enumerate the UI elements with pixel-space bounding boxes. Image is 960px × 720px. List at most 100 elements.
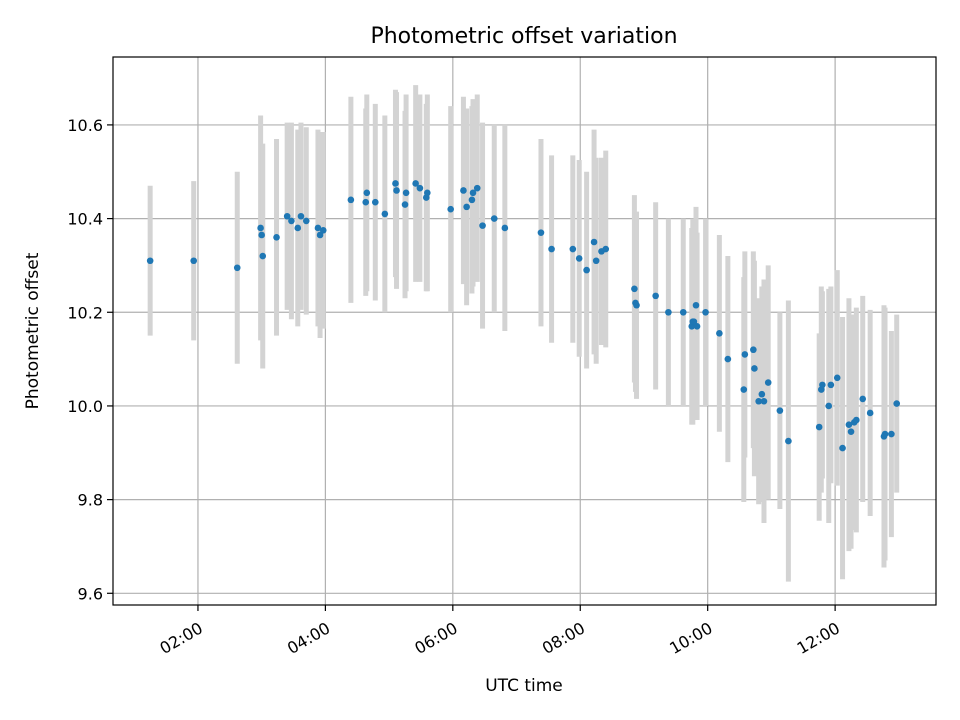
data-point bbox=[859, 395, 867, 403]
data-point bbox=[702, 308, 709, 316]
data-point bbox=[690, 318, 698, 325]
x-tick-label: 02:00 bbox=[157, 618, 206, 658]
data-point bbox=[825, 402, 833, 410]
data-point bbox=[750, 346, 757, 354]
data-point bbox=[501, 224, 509, 232]
data-point bbox=[314, 224, 322, 232]
data-point bbox=[460, 187, 467, 194]
data-point bbox=[463, 203, 470, 211]
plot-frame bbox=[112, 56, 937, 606]
data-point bbox=[590, 238, 598, 246]
data-point bbox=[881, 430, 889, 438]
data-point bbox=[631, 285, 638, 293]
x-tick-label: 12:00 bbox=[794, 618, 843, 658]
data-point bbox=[583, 266, 590, 274]
chart-title: Photometric offset variation bbox=[370, 24, 677, 49]
data-point bbox=[416, 184, 424, 192]
data-point bbox=[724, 355, 732, 363]
data-points bbox=[146, 180, 901, 452]
data-point bbox=[288, 217, 295, 225]
data-point bbox=[257, 224, 264, 232]
y-tick-label: 9.8 bbox=[78, 491, 103, 510]
data-point bbox=[297, 212, 305, 220]
data-point bbox=[371, 198, 379, 206]
data-point bbox=[233, 264, 241, 272]
data-point bbox=[575, 255, 583, 262]
y-tick-label: 9.6 bbox=[78, 584, 103, 603]
data-point bbox=[592, 257, 600, 265]
data-point bbox=[845, 421, 853, 428]
data-point bbox=[319, 226, 327, 234]
data-point bbox=[190, 257, 198, 265]
y-axis-label: Photometric offset bbox=[23, 252, 43, 409]
y-tick-label: 10.6 bbox=[67, 116, 103, 135]
data-point bbox=[847, 428, 855, 436]
error-bars bbox=[147, 85, 900, 582]
data-point bbox=[283, 212, 291, 220]
x-axis-label: UTC time bbox=[485, 676, 563, 696]
x-tick-label: 06:00 bbox=[411, 618, 460, 658]
data-point bbox=[146, 257, 154, 265]
data-point bbox=[827, 381, 835, 389]
data-point bbox=[693, 323, 701, 330]
y-tick-label: 10.4 bbox=[67, 210, 103, 229]
data-point bbox=[815, 423, 823, 431]
data-point bbox=[833, 374, 841, 382]
data-point bbox=[294, 224, 302, 232]
data-point bbox=[401, 201, 409, 208]
data-point bbox=[741, 351, 749, 358]
data-point bbox=[602, 245, 610, 253]
data-point bbox=[393, 187, 400, 194]
data-point bbox=[839, 444, 846, 452]
data-point bbox=[392, 180, 399, 187]
data-point bbox=[302, 217, 310, 225]
x-tick-label: 04:00 bbox=[284, 618, 333, 658]
x-axis: 02:00 04:00 06:00 08:00 10:00 12:00 bbox=[157, 605, 843, 658]
data-point bbox=[347, 196, 355, 204]
y-tick-label: 10.0 bbox=[67, 397, 103, 416]
data-point bbox=[893, 400, 901, 407]
data-point bbox=[652, 292, 659, 300]
data-point bbox=[490, 215, 498, 222]
data-point bbox=[316, 231, 324, 239]
data-point bbox=[468, 196, 476, 204]
data-point bbox=[755, 397, 762, 405]
data-point bbox=[692, 301, 700, 309]
data-point bbox=[751, 365, 758, 372]
x-tick-label: 08:00 bbox=[539, 618, 588, 658]
data-point bbox=[716, 330, 723, 337]
data-point bbox=[760, 397, 768, 405]
data-point bbox=[740, 386, 748, 393]
data-point bbox=[633, 301, 640, 309]
data-point bbox=[758, 390, 766, 398]
data-point bbox=[853, 416, 860, 424]
data-point bbox=[273, 234, 280, 241]
data-point bbox=[469, 189, 477, 197]
data-point bbox=[888, 430, 895, 438]
data-point bbox=[785, 437, 792, 445]
data-point bbox=[473, 184, 481, 192]
data-point bbox=[258, 231, 265, 239]
data-point bbox=[866, 409, 874, 417]
data-point bbox=[479, 222, 486, 229]
data-point bbox=[679, 308, 687, 316]
data-point bbox=[819, 381, 826, 389]
data-point bbox=[537, 229, 545, 236]
data-point bbox=[412, 180, 419, 187]
data-point bbox=[665, 308, 672, 316]
data-point bbox=[447, 205, 454, 213]
data-point bbox=[548, 245, 555, 253]
data-point bbox=[569, 245, 577, 253]
data-point bbox=[424, 189, 431, 197]
data-point bbox=[381, 210, 389, 218]
data-point bbox=[363, 189, 371, 197]
y-tick-label: 10.2 bbox=[67, 303, 103, 322]
data-point bbox=[259, 252, 267, 260]
data-point bbox=[402, 189, 410, 197]
y-axis: 9.6 9.8 10.0 10.2 10.4 10.6 bbox=[67, 116, 113, 603]
x-tick-label: 10:00 bbox=[666, 618, 715, 658]
data-point bbox=[764, 379, 772, 386]
data-point bbox=[362, 198, 370, 206]
data-point bbox=[776, 407, 784, 414]
